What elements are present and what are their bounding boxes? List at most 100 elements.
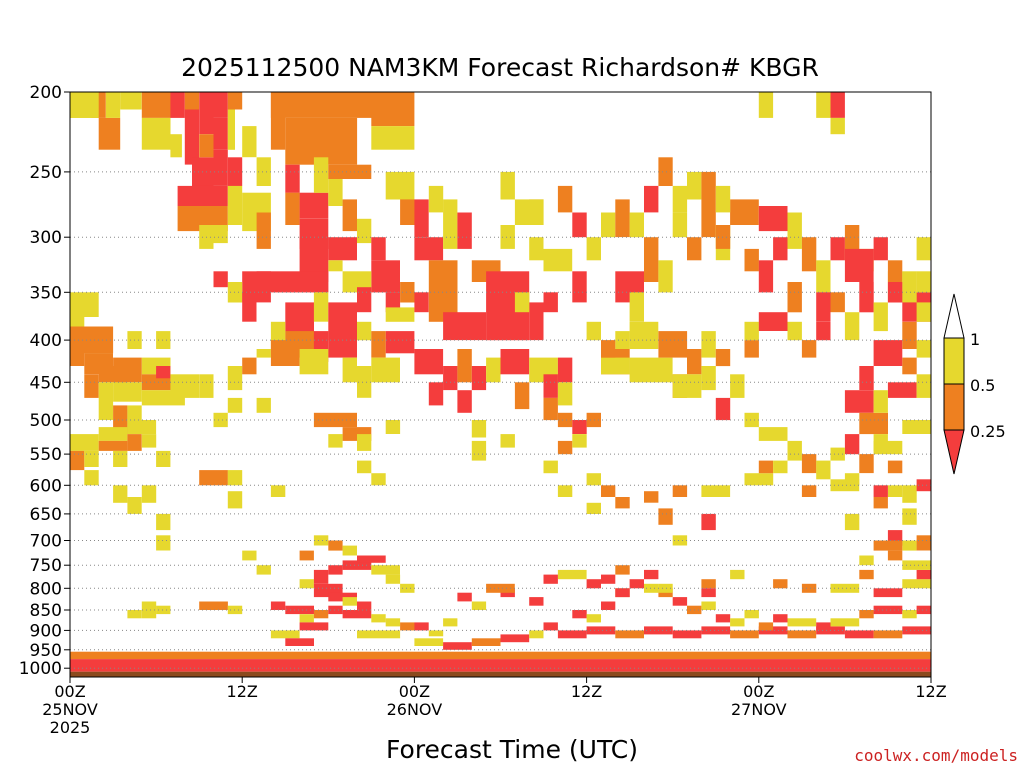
heatmap-cell <box>701 626 731 635</box>
heatmap-cell <box>357 630 401 639</box>
heatmap-cell <box>70 92 99 118</box>
heatmap-cell <box>873 237 888 261</box>
heatmap-cell <box>557 569 587 580</box>
heatmap-cell <box>916 605 931 615</box>
heatmap-cell <box>313 157 329 193</box>
heatmap-cell <box>328 237 357 261</box>
colorbar-label-1: 1 <box>970 330 980 349</box>
heatmap-cell <box>213 149 228 186</box>
heatmap-cell <box>715 614 731 623</box>
heatmap-cell <box>887 460 903 474</box>
colorbar-top-triangle <box>943 293 965 339</box>
heatmap-cell <box>328 260 343 272</box>
heatmap-cell <box>242 292 257 322</box>
heatmap-cell <box>313 412 357 428</box>
heatmap-cell <box>859 454 874 474</box>
heatmap-cell <box>471 601 487 610</box>
heatmap-cell <box>758 92 774 118</box>
heatmap-cell <box>170 92 185 118</box>
heatmap-cell <box>457 390 472 413</box>
heatmap-cell <box>414 638 444 646</box>
heatmap-cell <box>557 412 573 428</box>
heatmap-cell <box>873 630 903 639</box>
heatmap-cell <box>414 237 444 261</box>
heatmap-cell <box>644 237 659 282</box>
heatmap-cell <box>586 502 601 514</box>
heatmap-cell <box>105 92 121 118</box>
heatmap-cell <box>543 622 558 631</box>
heatmap-cell <box>127 610 142 619</box>
heatmap-cell <box>443 642 472 650</box>
heatmap-cell <box>500 434 515 448</box>
heatmap-cell <box>486 357 501 383</box>
heatmap-cell <box>672 185 688 213</box>
heatmap-cell <box>313 292 329 322</box>
heatmap-cell <box>715 185 731 213</box>
x-tick-label: 00Z <box>399 682 430 701</box>
heatmap-cell <box>70 340 85 366</box>
heatmap-cell <box>113 405 128 435</box>
heatmap-cell <box>357 555 386 563</box>
heatmap-cell <box>98 440 128 451</box>
heatmap-cell <box>199 470 228 486</box>
heatmap-cell <box>256 565 271 575</box>
heatmap-cell <box>443 366 458 391</box>
heatmap-cell <box>916 237 931 261</box>
y-tick-label: 350 <box>30 283 62 303</box>
heatmap-cell <box>887 382 917 398</box>
heatmap-cell <box>428 382 444 406</box>
chart-title: 2025112500 NAM3KM Forecast Richardson# K… <box>181 53 819 82</box>
heatmap-cell <box>127 434 142 451</box>
heatmap-cell <box>471 638 501 646</box>
heatmap-cell <box>443 312 487 341</box>
heatmap-cell <box>687 171 702 200</box>
heatmap-cell <box>156 331 171 349</box>
heatmap-cell <box>385 171 415 200</box>
heatmap-cell <box>916 569 931 580</box>
heatmap-cell <box>113 485 128 503</box>
colorbar-label-0.25: 0.25 <box>970 422 1006 441</box>
heatmap-cell <box>916 271 931 293</box>
heatmap-cell <box>270 630 300 639</box>
heatmap-cell <box>557 440 573 455</box>
heatmap-cell <box>844 390 874 413</box>
heatmap-cell <box>773 460 788 474</box>
heatmap-cell <box>916 302 931 322</box>
heatmap-cell <box>256 157 271 186</box>
heatmap-cell <box>701 579 716 589</box>
heatmap-cell <box>227 491 243 509</box>
heatmap-cell <box>758 312 788 331</box>
heatmap-cell <box>629 357 673 383</box>
y-tick-label: 450 <box>30 373 62 393</box>
heatmap-cell <box>902 485 917 503</box>
heatmap-cell <box>816 460 831 480</box>
y-tick-label: 900 <box>30 621 62 641</box>
y-tick-label: 600 <box>30 476 62 496</box>
heatmap-cell <box>601 601 616 610</box>
heatmap-cell <box>342 545 357 556</box>
heatmap-cell <box>916 479 931 492</box>
heatmap-cell <box>543 574 558 584</box>
heatmap-cell <box>328 592 357 602</box>
heatmap-cell <box>873 497 888 509</box>
heatmap-cell <box>830 117 845 135</box>
heatmap-cell <box>270 601 286 610</box>
heatmap-cell <box>658 260 673 293</box>
heatmap-cell <box>816 292 831 322</box>
heatmap-cell <box>715 349 731 367</box>
heatmap-cell <box>601 357 630 375</box>
heatmap-cell <box>156 366 171 379</box>
heatmap-cell <box>701 588 716 598</box>
heatmap-cell <box>744 248 759 272</box>
heatmap-cell <box>199 134 214 158</box>
heatmap-cell <box>844 630 874 639</box>
heatmap-cell <box>844 513 860 531</box>
heatmap-cell <box>701 199 716 238</box>
heatmap-cell <box>141 485 157 503</box>
heatmap-cell <box>730 569 745 580</box>
heatmap-cell <box>916 374 931 398</box>
heatmap-cell <box>816 321 831 341</box>
heatmap-cell <box>414 292 429 313</box>
heatmap-cell <box>615 565 630 575</box>
heatmap-cell <box>902 560 931 570</box>
